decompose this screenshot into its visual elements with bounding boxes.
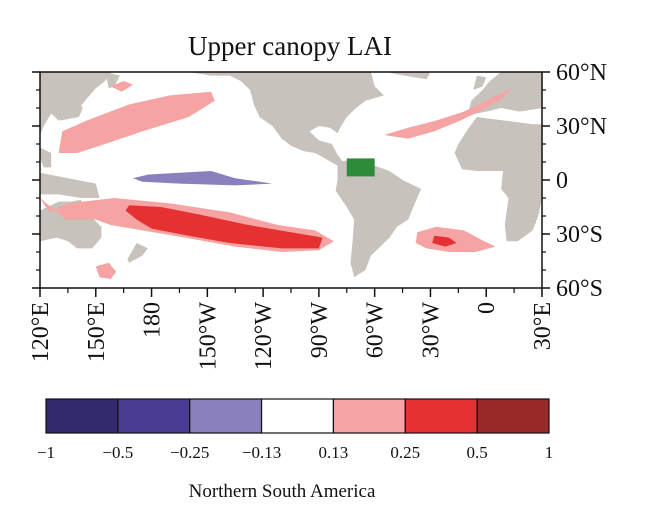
x-tick-label: 150°W — [195, 302, 221, 371]
map-area — [40, 61, 542, 288]
x-tick-label: 90°W — [307, 302, 333, 359]
land-kamchatka — [105, 72, 120, 89]
anomaly-region-1 — [58, 91, 215, 153]
y-tick-label: 30°N — [556, 114, 607, 140]
colorbar-tick-label: −0.5 — [102, 443, 133, 462]
land-new-zealand — [127, 243, 148, 263]
anomaly-contours — [40, 81, 513, 279]
anomaly-region-3 — [133, 171, 273, 186]
land-south-america — [335, 158, 422, 278]
colorbar-tick-label: 0.5 — [467, 443, 488, 462]
x-tick-label: 180 — [140, 302, 166, 338]
colorbar-swatch — [189, 398, 263, 434]
chart-title: Upper canopy LAI — [188, 31, 392, 61]
land-uk — [473, 75, 487, 90]
x-tick-label: 0 — [474, 302, 500, 314]
x-tick-label: 120°W — [251, 302, 277, 371]
anomaly-region-8 — [415, 226, 496, 252]
anomaly-region-2 — [110, 81, 133, 92]
anomaly-region-5 — [125, 205, 323, 249]
land-maritime-continent — [40, 172, 100, 198]
y-tick-label: 60°S — [556, 276, 603, 302]
colorbar-tick-label: 0.25 — [390, 443, 420, 462]
colorbar-label: Northern South America — [189, 481, 376, 502]
land-iceland — [442, 61, 461, 66]
x-tick-label: 120°E — [28, 302, 54, 362]
colorbar-swatch — [260, 398, 335, 434]
colorbar-swatch — [332, 398, 406, 434]
x-tick-label: 30°E — [530, 302, 556, 350]
x-tick-label: 30°W — [418, 302, 444, 359]
colorbar-swatch — [476, 398, 550, 434]
anomaly-region-7 — [384, 88, 513, 139]
x-tick-label: 150°E — [84, 302, 110, 362]
y-tick-label: 30°S — [556, 222, 603, 248]
land-madagascar — [516, 207, 524, 225]
y-tick-label: 60°N — [556, 60, 607, 86]
y-tick-label: 0 — [556, 168, 568, 194]
colorbar: −1 −0.5 −0.25 −0.13 0.13 0.25 0.5 1 — [37, 398, 554, 462]
anomaly-region-6 — [95, 262, 117, 279]
land-philippines — [40, 147, 52, 168]
x-tick-label: 60°W — [363, 302, 389, 359]
land-north-america — [157, 72, 384, 166]
colorbar-tick-label: 0.13 — [319, 443, 349, 462]
colorbar-swatch — [117, 398, 191, 434]
anomaly-region-9 — [432, 235, 457, 247]
x-axis: 120°E 150°E 180 150°W 120°W 90°W 60°W 30°W 0 30°E — [28, 288, 556, 370]
forcing-region — [346, 158, 375, 177]
land-asia — [40, 72, 111, 135]
colorbar-swatch — [404, 398, 478, 434]
colorbar-tick-label: 1 — [545, 443, 554, 462]
colorbar-tick-label: −1 — [37, 443, 55, 462]
colorbar-tick-label: −0.25 — [170, 443, 209, 462]
y-axis: 60°N 30°N 0 30°S 60°S — [32, 60, 607, 302]
colorbar-tick-label: −0.13 — [242, 443, 281, 462]
land-greenland — [385, 72, 431, 80]
land-japan — [60, 100, 83, 121]
colorbar-swatch — [45, 398, 119, 434]
